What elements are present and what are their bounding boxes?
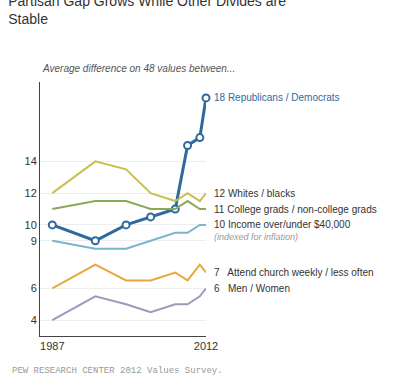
svg-text:6 Men / Women: 6 Men / Women xyxy=(214,283,290,294)
svg-text:10: 10 xyxy=(25,219,37,231)
svg-text:2012: 2012 xyxy=(194,340,218,352)
svg-text:PEW RESEARCH CENTER 2012 Value: PEW RESEARCH CENTER 2012 Values Survey. xyxy=(12,366,223,376)
svg-text:11 College grads / non-college: 11 College grads / non-college grads xyxy=(214,204,377,215)
svg-text:(indexed for inflation): (indexed for inflation) xyxy=(214,232,298,242)
svg-text:4: 4 xyxy=(31,314,37,326)
svg-text:Partisan Gap Grows While Other: Partisan Gap Grows While Other Divides a… xyxy=(8,0,286,27)
svg-text:1987: 1987 xyxy=(40,340,64,352)
svg-text:Average difference on 48 value: Average difference on 48 values between.… xyxy=(42,63,235,74)
svg-text:12: 12 xyxy=(25,187,37,199)
svg-text:18 Republicans / Democrats: 18 Republicans / Democrats xyxy=(214,92,340,103)
svg-text:14: 14 xyxy=(25,155,37,167)
svg-text:7 Attend church weekly / les: 7 Attend church weekly / less often xyxy=(214,267,374,278)
svg-text:9: 9 xyxy=(31,235,37,247)
svg-text:12 Whites / blacks: 12 Whites / blacks xyxy=(214,188,295,199)
svg-text:6: 6 xyxy=(31,282,37,294)
svg-text:10 Income over/under $40,000: 10 Income over/under $40,000 xyxy=(214,219,351,230)
